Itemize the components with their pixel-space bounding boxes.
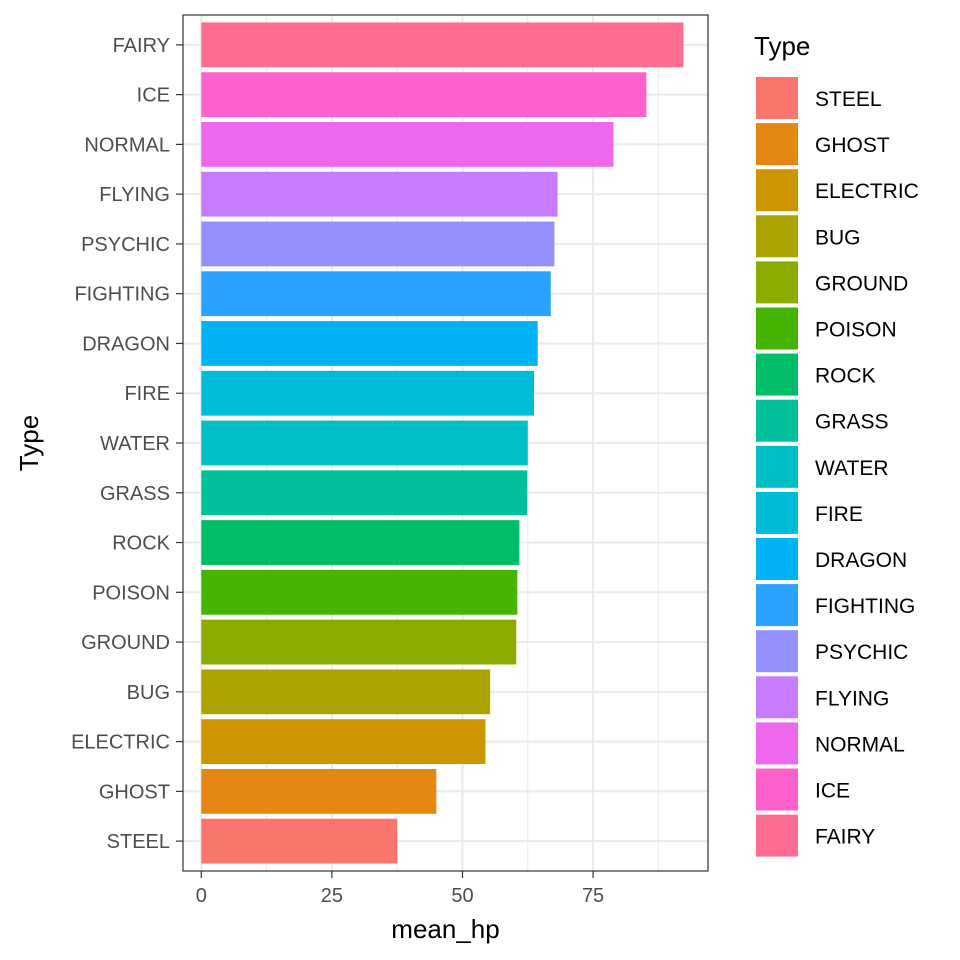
x-tick-label: 50: [451, 885, 473, 907]
x-tick-label: 25: [321, 885, 343, 907]
bar-grass: [201, 470, 528, 516]
y-tick-label: ELECTRIC: [71, 732, 170, 754]
bar-steel: [201, 818, 398, 864]
legend-key-flying: [756, 676, 798, 719]
y-tick-label: NORMAL: [84, 134, 170, 156]
x-tick-label: 75: [582, 885, 604, 907]
legend-label: ICE: [815, 780, 850, 803]
legend-key-steel: [756, 77, 798, 119]
y-axis-title: Type: [14, 415, 44, 471]
legend-label: DRAGON: [815, 549, 907, 572]
bar-ghost: [201, 768, 437, 814]
legend-key-poison: [756, 307, 798, 350]
legend-key-grass: [756, 399, 798, 442]
legend-label: FLYING: [815, 687, 889, 710]
y-tick-label: GROUND: [81, 632, 170, 654]
y-tick-label: STEEL: [107, 831, 170, 853]
bar-psychic: [201, 221, 555, 267]
legend-label: GROUND: [815, 272, 908, 295]
legend-key-fire: [756, 491, 798, 534]
legend-label: GRASS: [815, 411, 889, 434]
legend-label: WATER: [815, 457, 889, 480]
legend-items: STEEL GHOST ELECTRIC BUG GROUND POISON ROCK GRA…: [756, 77, 919, 857]
bar-flying: [201, 171, 558, 217]
bar-fighting: [201, 271, 551, 317]
x-tick-label: 0: [196, 885, 207, 907]
legend-key-fighting: [756, 584, 798, 627]
legend-label: FIGHTING: [815, 595, 915, 618]
legend-label: ELECTRIC: [815, 180, 919, 203]
legend-key-psychic: [756, 630, 798, 673]
y-tick-label: ROCK: [112, 533, 170, 555]
legend-label: PSYCHIC: [815, 641, 908, 664]
y-tick-label: DRAGON: [82, 333, 170, 355]
legend-key-ground: [756, 261, 798, 304]
y-tick-label: POISON: [92, 582, 170, 604]
bar-poison: [201, 569, 518, 615]
legend-title: Type: [754, 31, 810, 61]
bar-normal: [201, 122, 614, 167]
y-tick-label: FIGHTING: [74, 284, 170, 306]
legend-key-electric: [756, 169, 798, 212]
y-tick-label: ICE: [137, 85, 170, 107]
x-axis-title: mean_hp: [391, 914, 499, 944]
legend-label: FIRE: [815, 503, 863, 526]
legend-key-rock: [756, 353, 798, 396]
y-tick-label: GRASS: [100, 483, 170, 505]
y-tick-label: WATER: [100, 433, 170, 455]
y-tick-label: PSYCHIC: [81, 234, 170, 256]
bar-rock: [201, 520, 520, 565]
y-axis: STEEL GHOST ELECTRIC BUG GROUND POISON ROCK GRA…: [71, 35, 183, 853]
legend-key-ice: [756, 768, 798, 811]
x-axis: 0 25 50 75: [196, 871, 604, 907]
legend: Type STEEL GHOST ELECTRIC BUG GROUND POISON RO…: [754, 31, 919, 857]
legend-label: FAIRY: [815, 826, 875, 849]
bar-ground: [201, 619, 517, 665]
legend-label: ROCK: [815, 365, 876, 388]
bar-water: [201, 420, 528, 466]
y-tick-label: FLYING: [99, 184, 170, 206]
bar-fire: [201, 370, 535, 416]
legend-label: BUG: [815, 226, 861, 249]
legend-key-bug: [756, 215, 798, 258]
y-tick-label: BUG: [127, 682, 170, 704]
bar-ice: [201, 72, 647, 118]
legend-key-water: [756, 445, 798, 488]
y-tick-label: FAIRY: [113, 35, 170, 57]
y-tick-label: FIRE: [124, 383, 170, 405]
legend-key-ghost: [756, 123, 798, 166]
legend-label: POISON: [815, 319, 897, 342]
legend-label: NORMAL: [815, 733, 905, 756]
bar-dragon: [201, 321, 538, 366]
bar-electric: [201, 719, 486, 764]
bar-fairy: [201, 22, 684, 68]
legend-key-normal: [756, 722, 798, 765]
legend-key-dragon: [756, 538, 798, 580]
y-tick-label: GHOST: [99, 781, 170, 803]
legend-label: GHOST: [815, 134, 890, 157]
bar-bug: [201, 669, 491, 715]
bars: [201, 22, 684, 864]
legend-label: STEEL: [815, 88, 882, 111]
legend-key-fairy: [756, 814, 798, 857]
